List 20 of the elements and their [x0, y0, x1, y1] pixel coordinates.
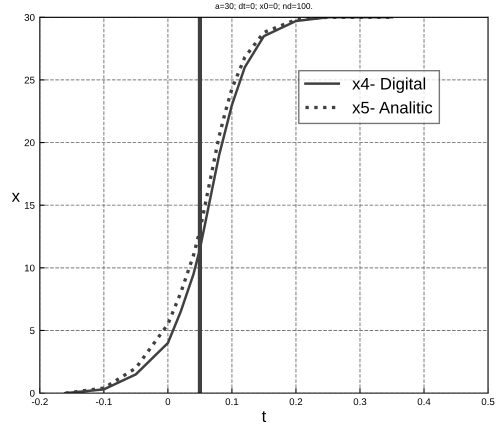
chart-title: a=30; dt=0; x0=0; nd=100.: [215, 2, 312, 10]
y-tick-label: 10: [24, 264, 35, 272]
x-tick-label: 0.2: [290, 398, 302, 406]
x-tick-label: -0.1: [96, 398, 112, 406]
x-tick-label: -0.2: [32, 398, 48, 406]
y-tick-label: 15: [24, 202, 35, 209]
y-tick-label: 30: [24, 14, 35, 21]
x-tick-label: 0.3: [354, 398, 366, 406]
x-tick-label: 0: [166, 398, 170, 406]
y-tick-label: 25: [24, 76, 35, 84]
y-tick-label: 20: [24, 139, 35, 146]
y-axis-title: x: [12, 192, 20, 202]
legend-label: x5- Analitic: [352, 101, 432, 114]
x-tick-label: 0.1: [226, 398, 238, 406]
y-tick-label: 5: [30, 327, 35, 334]
legend-label: x4- Digital: [352, 77, 426, 93]
x-tick-label: 0.4: [418, 398, 430, 406]
y-tick-label: 0: [30, 390, 35, 397]
x-tick-label: 0.5: [482, 398, 494, 406]
x-axis-title: t: [262, 411, 266, 422]
